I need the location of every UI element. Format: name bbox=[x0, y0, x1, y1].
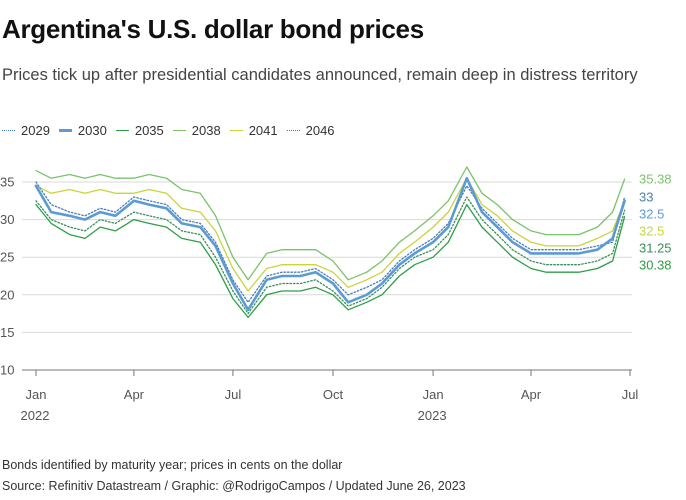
legend-swatch bbox=[2, 129, 15, 131]
x-tick-year: 2023 bbox=[418, 408, 447, 423]
y-tick-label: 25 bbox=[0, 250, 14, 265]
legend-label: 2046 bbox=[305, 122, 335, 138]
legend-item-2029: 2029 bbox=[2, 123, 50, 138]
legend-swatch bbox=[172, 129, 186, 131]
line-chart: 10 15 20 25 30 35 Jan 2022 Apr Jul Oct Jan 2023 Apr Ju… bbox=[0, 166, 672, 423]
legend-label: 2038 bbox=[191, 122, 221, 138]
source-line: Source: Refinitiv Datastream / Graphic: … bbox=[2, 479, 466, 493]
legend-item-2030: 2030 bbox=[58, 122, 107, 138]
y-tick-label: 10 bbox=[0, 363, 14, 378]
legend-swatch bbox=[286, 129, 300, 131]
series-line-2030 bbox=[34, 176, 626, 312]
end-label-2038: 35.38 bbox=[639, 172, 672, 187]
legend-item-2041: 2041 bbox=[229, 122, 278, 138]
y-tick-label: 15 bbox=[0, 325, 14, 340]
x-tick-label: Apr bbox=[521, 387, 542, 402]
chart-subtitle: Prices tick up after presidential candid… bbox=[2, 66, 638, 84]
chart-title: Argentina's U.S. dollar bond prices bbox=[2, 14, 424, 44]
y-tick-label: 20 bbox=[0, 287, 14, 302]
legend-label: 2041 bbox=[248, 122, 278, 138]
y-tick-label: 35 bbox=[0, 175, 14, 190]
x-tick-label: Oct bbox=[323, 387, 344, 402]
footnote: Bonds identified by maturity year; price… bbox=[2, 458, 343, 472]
x-tick-label: Apr bbox=[124, 387, 145, 402]
chart-legend: 2029 2030 2035 2038 2041 2046 bbox=[2, 121, 344, 139]
x-tick-label: Jan bbox=[423, 387, 444, 402]
end-label-2041: 32.5 bbox=[639, 224, 664, 239]
x-tick-label: Jul bbox=[622, 387, 639, 402]
legend-item-2035: 2035 bbox=[115, 122, 164, 138]
series-line-2029 bbox=[35, 181, 626, 303]
end-label-2046: 31.25 bbox=[639, 241, 672, 256]
legend-swatch bbox=[58, 128, 72, 132]
x-tick-label: Jan bbox=[26, 387, 47, 402]
series-line-2038 bbox=[35, 166, 626, 281]
series-line-2041 bbox=[35, 177, 626, 292]
legend-swatch bbox=[115, 129, 129, 131]
legend-item-2046: 2046 bbox=[286, 122, 335, 138]
end-label-2029: 33 bbox=[639, 190, 653, 205]
legend-label: 2035 bbox=[134, 122, 164, 138]
legend-label: 2030 bbox=[77, 122, 107, 138]
legend-swatch bbox=[229, 129, 243, 131]
series-line-2035 bbox=[35, 203, 626, 319]
series-line-2046 bbox=[35, 196, 626, 315]
y-tick-label: 30 bbox=[0, 212, 14, 227]
x-tick-label: Jul bbox=[225, 387, 242, 402]
end-label-2030: 32.5 bbox=[639, 207, 664, 222]
x-tick-year: 2022 bbox=[21, 408, 50, 423]
end-label-2035: 30.38 bbox=[639, 258, 672, 273]
legend-item-2038: 2038 bbox=[172, 122, 221, 138]
legend-label: 2029 bbox=[21, 122, 50, 138]
